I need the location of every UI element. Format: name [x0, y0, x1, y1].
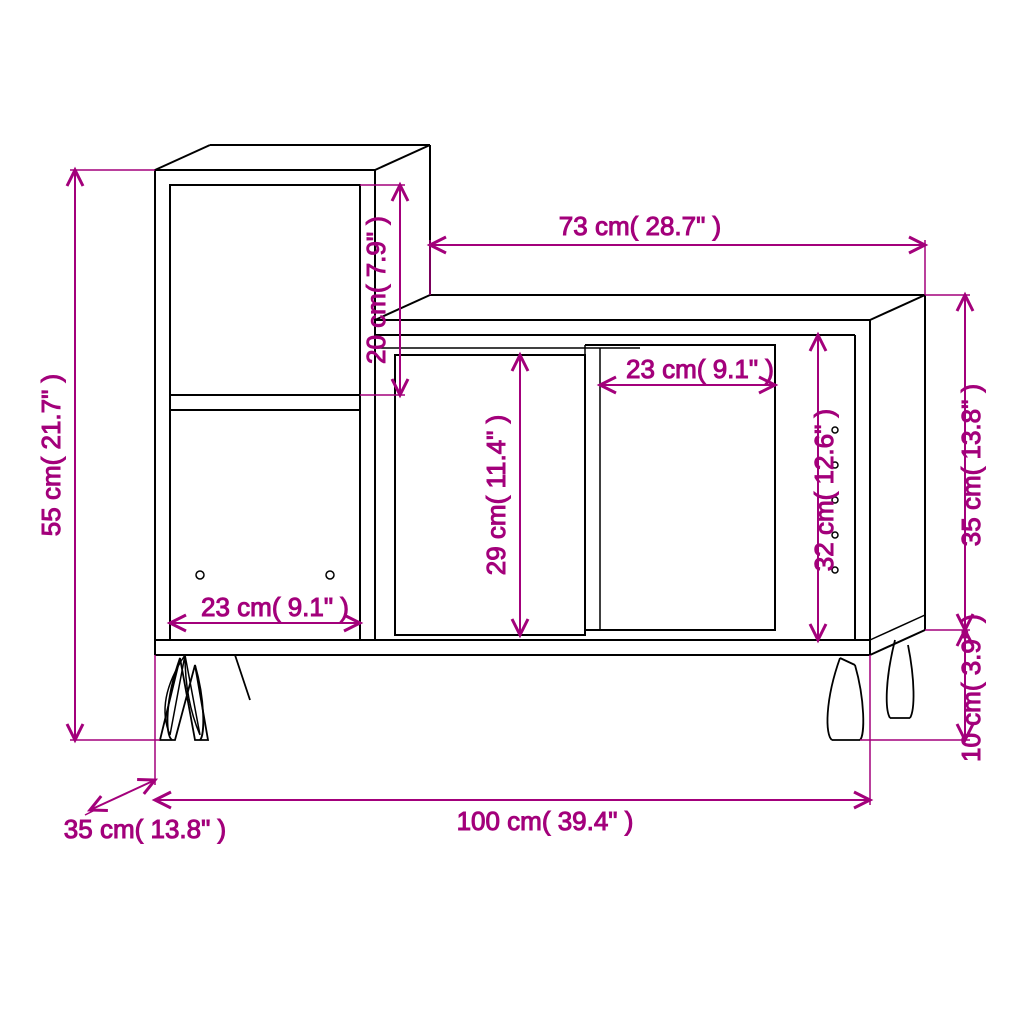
dim-depth: 35 cm( 13.8" ): [64, 814, 226, 844]
dim-inner-height: 32 cm( 12.6" ): [809, 409, 839, 571]
dim-leg-height: 10 cm( 3.9" ): [956, 614, 986, 762]
dim-shelf-depth: 23 cm( 9.1" ): [201, 592, 349, 622]
dim-top-width: 73 cm( 28.7" ): [559, 211, 721, 241]
dim-door-width: 23 cm( 9.1" ): [626, 354, 774, 384]
furniture-dimension-diagram: 55 cm( 21.7" ) 20 cm( 7.9" ) 73 cm( 28.7…: [0, 0, 1024, 1024]
dim-door-height: 29 cm( 11.4" ): [481, 415, 511, 575]
dimension-annotations: 55 cm( 21.7" ) 20 cm( 7.9" ) 73 cm( 28.7…: [36, 170, 986, 844]
dim-height-total: 55 cm( 21.7" ): [36, 374, 66, 536]
dim-shelf-height: 20 cm( 7.9" ): [361, 216, 391, 364]
dim-right-height: 35 cm( 13.8" ): [956, 384, 986, 546]
dim-width: 100 cm( 39.4" ): [457, 806, 634, 836]
